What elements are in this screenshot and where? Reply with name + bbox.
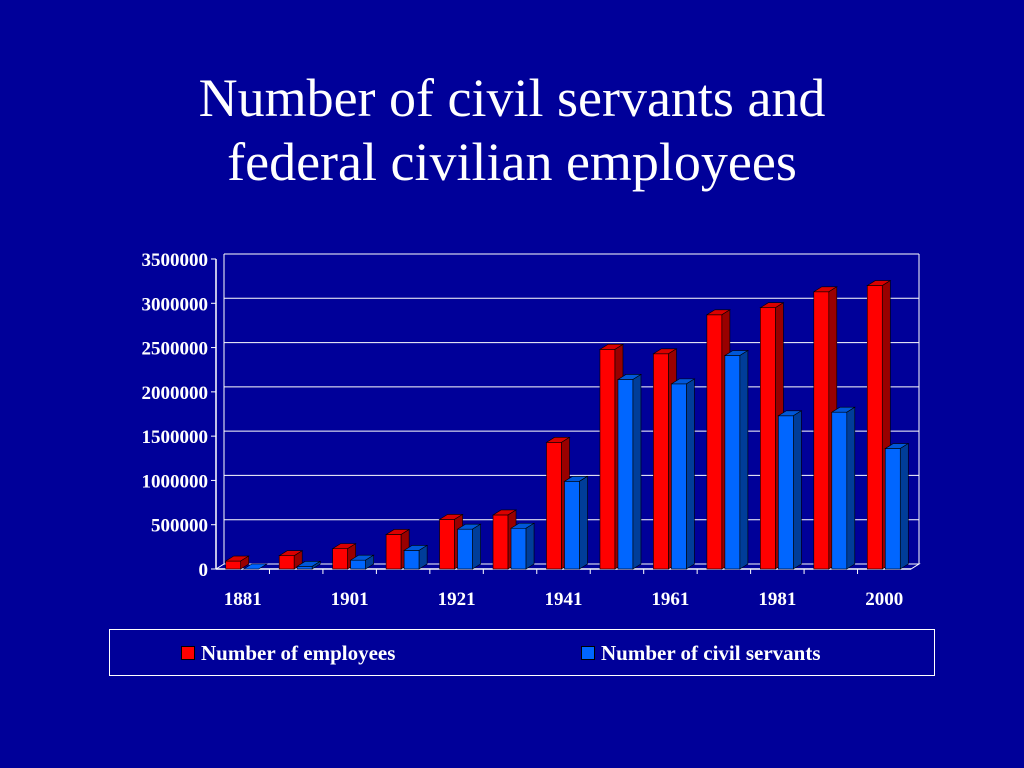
x-tick-label: 1941 [545,589,583,610]
bar-side-civil-servants [793,410,802,570]
y-tick-label: 0 [199,560,209,581]
x-tick-label: 1901 [331,589,369,610]
bar-employees [706,314,723,570]
bar-civil-servants [296,566,313,570]
bar-civil-servants [724,355,741,570]
y-tick-label: 3000000 [142,294,209,315]
legend-item-civil-servants: Number of civil servants [581,642,821,664]
bar-side-civil-servants [686,378,695,570]
bar-employees [813,291,830,570]
x-tick-label: 1981 [758,589,796,610]
chart-legend: Number of employees Number of civil serv… [109,629,935,676]
bar-civil-servants [831,411,848,570]
bar-civil-servants [403,550,420,570]
bar-civil-servants [242,563,268,570]
bar-employees [492,514,509,570]
y-tick-label: 2000000 [142,383,209,404]
bar-side-civil-servants [472,523,481,570]
x-tick-label: 2000 [865,589,903,610]
bar-side-civil-servants [899,443,909,570]
legend-item-employees: Number of employees [181,642,395,664]
bar-employees [653,353,669,570]
bar-employees [760,307,776,570]
bar-side-civil-servants [418,544,428,570]
bar-side-civil-servants [739,350,749,570]
bar-side-employees [240,555,250,570]
y-tick-label: 1000000 [142,471,209,492]
bar-civil-servants [617,379,634,570]
x-tick-label: 1881 [224,589,262,610]
title-line-2: federal civilian employees [227,132,797,192]
bar-side-civil-servants [365,554,374,570]
bar-employees [385,534,402,570]
bar-side-civil-servants [632,373,642,570]
bar-side-civil-servants [525,522,535,570]
bar-civil-servants [778,415,794,570]
bar-employees [866,285,883,570]
bar-employees [546,442,562,570]
bar-chart: 0 500000 1000000 1500000 2000000 2500000 30000… [142,250,921,610]
legend-label-employees: Number of employees [201,641,396,665]
legend-label-civil-servants: Number of civil servants [601,641,821,665]
bar-side-civil-servants [311,560,321,570]
bar-civil-servants [457,528,473,570]
bar-employees [439,519,455,570]
bar-civil-servants [671,383,687,570]
bar-employees [599,349,616,570]
legend-swatch-civil-servants [581,646,595,660]
title-line-1: Number of civil servants and [198,68,826,128]
y-tick-label: 3500000 [142,250,209,271]
bar-civil-servants [510,527,527,570]
y-tick-label: 1500000 [142,427,209,448]
bar-employees [332,548,348,570]
bar-civil-servants [564,481,580,570]
slide-title: Number of civil servants and federal civ… [0,66,1024,194]
bar-civil-servants [350,559,366,570]
bar-side-civil-servants [579,475,588,570]
x-tick-label: 1921 [438,589,476,610]
legend-swatch-employees [181,646,195,660]
bar-side-civil-servants [846,406,856,570]
bar-civil-servants [884,448,901,570]
bar-employees [225,560,242,570]
y-tick-label: 2500000 [142,339,209,360]
bar-employees [278,555,295,570]
x-tick-label: 1961 [651,589,689,610]
y-tick-label: 500000 [151,516,208,537]
